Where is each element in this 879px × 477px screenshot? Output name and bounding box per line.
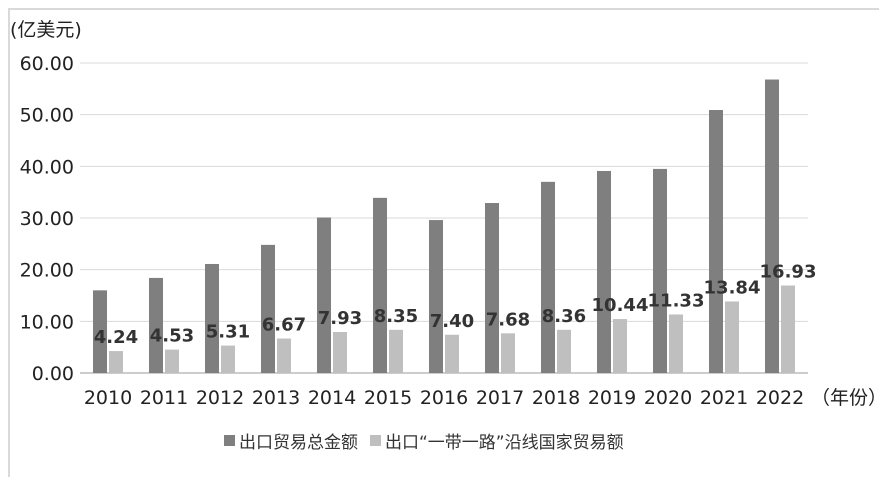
bar-belt-road-export bbox=[277, 338, 291, 373]
data-label: 4.24 bbox=[94, 327, 138, 348]
y-tick-label: 10.00 bbox=[20, 311, 74, 333]
data-label: 6.67 bbox=[262, 315, 306, 336]
bar-total-export bbox=[149, 277, 163, 373]
x-tick-label: 2013 bbox=[252, 387, 300, 409]
x-axis-ticks: 2010 2011 2012 2013 2014 2015 2016 2017 2018 2019… bbox=[84, 387, 804, 409]
bar-belt-road-export bbox=[781, 285, 795, 373]
y-tick-label: 60.00 bbox=[20, 53, 74, 75]
y-unit-label: (亿美元) bbox=[10, 19, 82, 41]
bar-total-export bbox=[597, 170, 611, 373]
x-tick-label: 2021 bbox=[700, 387, 748, 409]
x-tick-label: 2020 bbox=[644, 387, 692, 409]
x-tick-label: 2012 bbox=[196, 387, 244, 409]
bar-belt-road-export bbox=[669, 314, 683, 373]
x-tick-label: 2022 bbox=[756, 387, 804, 409]
data-label: 5.31 bbox=[206, 322, 250, 343]
bars bbox=[93, 79, 795, 374]
bar-total-export bbox=[485, 203, 499, 373]
frame-left-border bbox=[8, 8, 10, 477]
data-labels: 4.24 4.53 5.31 6.67 7.93 8.35 7.40 7.68 8.36 10.4… bbox=[94, 262, 817, 349]
data-label: 7.68 bbox=[486, 309, 530, 330]
legend-label: 出口“一带一路”沿线国家贸易额 bbox=[385, 433, 624, 453]
bar-belt-road-export bbox=[389, 329, 403, 373]
data-label: 7.40 bbox=[430, 311, 474, 332]
bar-belt-road-export bbox=[725, 301, 739, 373]
y-tick-label: 50.00 bbox=[20, 105, 74, 127]
bar-belt-road-export bbox=[165, 349, 179, 373]
x-tick-label: 2019 bbox=[588, 387, 636, 409]
bar-belt-road-export bbox=[557, 329, 571, 373]
y-tick-label: 20.00 bbox=[20, 260, 74, 282]
bar-total-export bbox=[765, 79, 779, 374]
bar-total-export bbox=[205, 263, 219, 373]
bar-total-export bbox=[429, 220, 443, 373]
bar-belt-road-export bbox=[109, 351, 123, 373]
gridlines bbox=[80, 62, 808, 374]
x-tick-label: 2015 bbox=[364, 387, 412, 409]
bar-total-export bbox=[93, 290, 107, 373]
bar-belt-road-export bbox=[501, 333, 515, 373]
data-label: 10.44 bbox=[592, 295, 649, 316]
bar-belt-road-export bbox=[333, 332, 347, 373]
x-tick-label: 2016 bbox=[420, 387, 468, 409]
y-tick-label: 0.00 bbox=[32, 363, 74, 385]
y-axis-ticks: 0.00 10.00 20.00 30.00 40.00 50.00 60.00 bbox=[20, 53, 74, 385]
data-label: 7.93 bbox=[318, 308, 362, 329]
data-label: 8.36 bbox=[542, 306, 586, 327]
legend: 出口贸易总金额 出口“一带一路”沿线国家贸易额 bbox=[224, 433, 624, 453]
y-tick-label: 30.00 bbox=[20, 208, 74, 230]
x-tick-label: 2011 bbox=[140, 387, 188, 409]
bar-total-export bbox=[261, 244, 275, 373]
legend-swatch bbox=[370, 435, 381, 446]
data-label: 13.84 bbox=[704, 277, 761, 298]
bar-total-export bbox=[373, 197, 387, 373]
legend-swatch bbox=[224, 435, 235, 446]
data-label: 8.35 bbox=[374, 306, 418, 327]
x-tick-label: 2010 bbox=[84, 387, 132, 409]
data-label: 16.93 bbox=[760, 262, 817, 283]
bar-total-export bbox=[317, 217, 331, 373]
x-tick-label: 2014 bbox=[308, 387, 356, 409]
bar-total-export bbox=[541, 181, 555, 373]
data-label: 11.33 bbox=[648, 290, 705, 311]
legend-label: 出口贸易总金额 bbox=[239, 433, 358, 453]
y-tick-label: 40.00 bbox=[20, 156, 74, 178]
bar-belt-road-export bbox=[221, 345, 235, 373]
x-tick-label: 2017 bbox=[476, 387, 524, 409]
bar-belt-road-export bbox=[445, 334, 459, 373]
x-unit-label: （年份） bbox=[811, 387, 879, 409]
x-tick-label: 2018 bbox=[532, 387, 580, 409]
data-label: 4.53 bbox=[150, 326, 194, 347]
bar-total-export bbox=[653, 168, 667, 373]
bar-belt-road-export bbox=[613, 319, 627, 373]
bar-total-export bbox=[709, 110, 723, 374]
frame-top-border bbox=[8, 8, 879, 10]
